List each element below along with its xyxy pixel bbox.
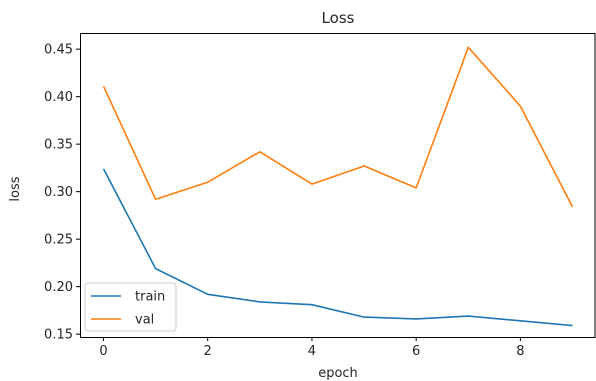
x-tick-label: 4 <box>308 344 316 359</box>
y-axis-ticks: 0.15 0.20 0.25 0.30 0.35 0.40 0.45 <box>44 43 80 343</box>
x-axis-label: epoch <box>318 366 358 381</box>
y-tick-label: 0.15 <box>44 328 73 343</box>
plot-lines <box>102 46 574 327</box>
x-tick-label: 0 <box>99 344 107 359</box>
y-tick-label: 0.45 <box>44 43 73 58</box>
x-tick-label: 2 <box>204 344 212 359</box>
x-tick-label: 8 <box>516 344 524 359</box>
y-tick-label: 0.20 <box>44 280 73 295</box>
x-tick-label: 6 <box>412 344 420 359</box>
legend-label-train: train <box>135 290 165 305</box>
plot-frame <box>80 33 596 338</box>
y-tick-label: 0.40 <box>44 90 73 105</box>
x-axis-ticks: 0 2 4 6 8 <box>99 337 525 359</box>
series-line-train <box>102 168 573 327</box>
chart-title: Loss <box>322 9 355 27</box>
y-tick-label: 0.30 <box>44 185 73 200</box>
y-axis-label: loss <box>8 176 23 201</box>
y-tick-label: 0.25 <box>44 233 73 248</box>
legend-label-val: val <box>135 313 154 328</box>
legend: train val <box>84 282 177 332</box>
y-tick-label: 0.35 <box>44 138 73 153</box>
series-line-val <box>102 46 574 208</box>
